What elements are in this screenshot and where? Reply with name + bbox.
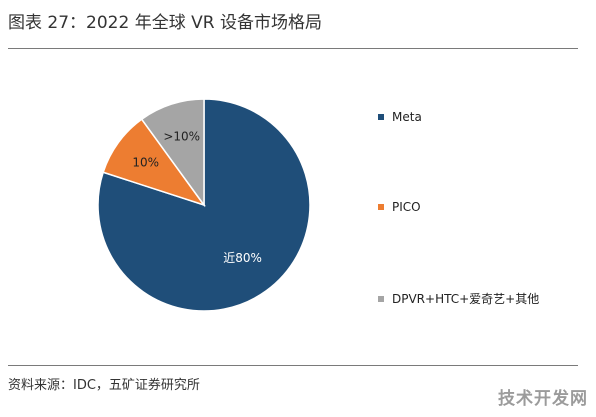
source-note: 资料来源：IDC，五矿证券研究所 xyxy=(8,378,200,393)
legend: Meta PICO DPVR+HTC+爱奇艺+其他 xyxy=(378,60,588,360)
watermark: 技术开发网 xyxy=(498,389,588,409)
source-divider xyxy=(8,365,578,366)
legend-label-2: DPVR+HTC+爱奇艺+其他 xyxy=(392,292,540,306)
title-divider xyxy=(8,48,578,49)
legend-swatch-0 xyxy=(378,114,384,120)
data-label-0: 近80% xyxy=(223,251,262,265)
legend-swatch-2 xyxy=(378,295,384,302)
pie-slice-0 xyxy=(97,98,311,312)
data-label-2: >10% xyxy=(163,129,200,143)
legend-label-1: PICO xyxy=(392,200,421,214)
legend-item-0: Meta xyxy=(378,110,422,124)
legend-label-0: Meta xyxy=(392,110,422,124)
data-label-1: 10% xyxy=(132,156,159,170)
figure-title: 图表 27：2022 年全球 VR 设备市场格局 xyxy=(8,13,322,33)
legend-swatch-1 xyxy=(378,204,384,210)
legend-item-1: PICO xyxy=(378,200,421,214)
pie-slice-2 xyxy=(140,98,205,208)
chart-area: 近80% 10% >10% Meta PICO DPVR+HTC+爱奇艺+其他 xyxy=(0,60,596,360)
legend-item-2: DPVR+HTC+爱奇艺+其他 xyxy=(378,290,539,307)
pie-chart: 近80% 10% >10% xyxy=(97,98,311,312)
